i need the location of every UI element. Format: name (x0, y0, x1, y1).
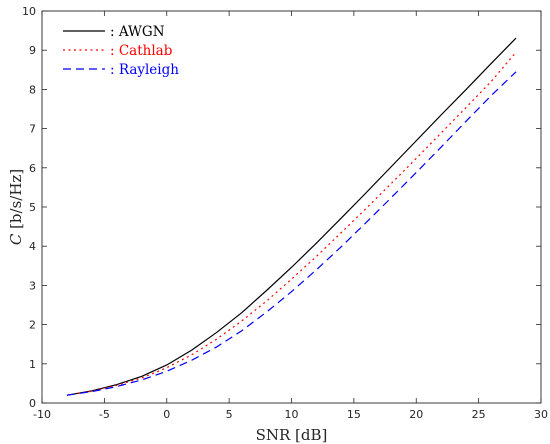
x-tick-label: -10 (33, 408, 51, 421)
series-line-awgn (66, 37, 517, 396)
x-axis-title: SNR [dB] (256, 426, 328, 444)
series-line-rayleigh (66, 71, 517, 396)
y-tick-label: 2 (29, 319, 36, 332)
y-tick-label: 1 (29, 358, 36, 371)
legend-label-cathlab: : Cathlab (110, 43, 172, 59)
y-tick-label: 10 (22, 5, 36, 18)
x-tick-label: 0 (163, 408, 170, 421)
y-tick-label: 3 (29, 279, 36, 292)
x-tick-label: -5 (99, 408, 110, 421)
x-tick-label: 30 (534, 408, 548, 421)
legend-label-rayleigh: : Rayleigh (110, 62, 179, 78)
y-tick-label: 8 (29, 83, 36, 96)
x-tick-label: 15 (347, 408, 361, 421)
legend: : AWGN : Cathlab : Rayleigh (63, 24, 179, 78)
y-tick-label: 7 (29, 123, 36, 136)
series-line-cathlab (66, 51, 517, 396)
series-lines (66, 37, 517, 396)
x-tick-label: 5 (226, 408, 233, 421)
y-tick-label: 4 (29, 240, 36, 253)
y-axis-title: C [b/s/Hz] (7, 169, 25, 245)
x-tick-label: 10 (285, 408, 299, 421)
y-tick-label: 6 (29, 162, 36, 175)
y-axis-ticks: 0 1 2 3 4 5 6 7 8 9 10 (22, 5, 541, 410)
y-tick-label: 0 (29, 397, 36, 410)
x-tick-label: 25 (472, 408, 486, 421)
x-axis-ticks: -10 -5 0 5 10 15 20 25 30 (33, 11, 548, 421)
y-tick-label: 9 (29, 44, 36, 57)
x-tick-label: 20 (409, 408, 423, 421)
y-axis-unit: [b/s/Hz] (7, 169, 25, 234)
y-axis-variable: C (7, 233, 25, 245)
legend-label-awgn: : AWGN (110, 24, 165, 40)
y-tick-label: 5 (29, 201, 36, 214)
